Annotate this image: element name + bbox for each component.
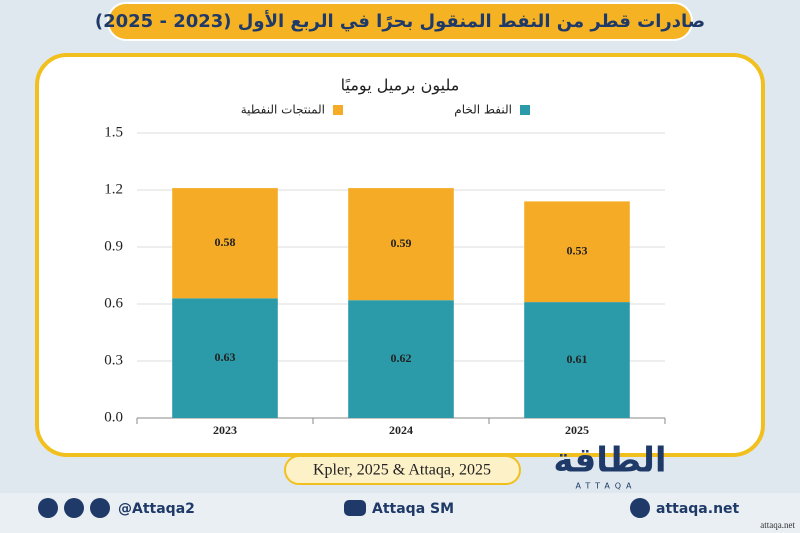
x-tick-label: 2023 <box>213 423 237 437</box>
facebook-icon <box>90 498 110 518</box>
y-tick-label: 1.5 <box>104 124 123 140</box>
bar-segment <box>524 302 630 418</box>
youtube-icon <box>344 500 366 516</box>
y-tick-label: 1.2 <box>104 181 123 197</box>
data-label: 0.58 <box>215 235 236 249</box>
x-tick-label: 2025 <box>565 423 589 437</box>
chart-title: صادرات قطر من النفط المنقول بحرًا في الر… <box>95 10 705 32</box>
source: Kpler, 2025 & Attaqa, 2025 <box>313 462 491 479</box>
data-label: 0.53 <box>567 244 588 258</box>
bar-segment <box>172 188 278 299</box>
instagram-icon <box>64 498 84 518</box>
logo-text: الطاقة <box>553 441 666 481</box>
watermark: attaqa.net <box>760 520 795 530</box>
y-tick-label: 0.9 <box>104 238 123 254</box>
x-tick-label: 2024 <box>389 423 413 437</box>
globe-icon <box>630 498 650 518</box>
data-label: 0.62 <box>391 351 412 365</box>
bar-segment <box>524 201 630 303</box>
y-tick-label: 0.6 <box>104 295 123 311</box>
youtube-handle: Attaqa SM <box>372 501 454 517</box>
legend-label: المنتجات النفطية <box>241 103 325 117</box>
data-label: 0.63 <box>215 350 236 364</box>
legend-swatch <box>520 105 530 115</box>
source-box <box>284 455 521 485</box>
social-handle: @Attaqa2 <box>118 501 195 517</box>
y-tick-label: 0.3 <box>104 352 123 368</box>
data-label: 0.61 <box>567 352 588 366</box>
website: attaqa.net <box>656 501 740 517</box>
y-tick-label: 0.0 <box>104 409 123 425</box>
footer-band <box>0 493 800 533</box>
bar-segment <box>348 188 454 301</box>
y-axis-label: مليون برميل يوميًا <box>341 76 460 96</box>
bar-segment <box>172 298 278 418</box>
x-icon <box>38 498 58 518</box>
title-banner <box>107 2 693 41</box>
data-label: 0.59 <box>391 236 412 250</box>
legend-swatch <box>333 105 343 115</box>
logo-sub: ATTAQA <box>576 482 637 491</box>
legend-label: النفط الخام <box>454 103 512 117</box>
bar-segment <box>348 300 454 418</box>
